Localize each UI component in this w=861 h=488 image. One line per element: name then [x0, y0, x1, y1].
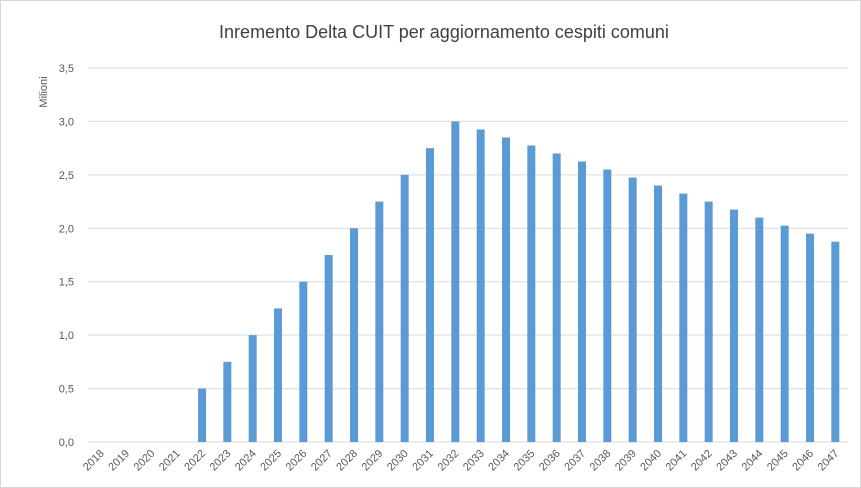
bar: [755, 217, 764, 442]
y-tick-label: 0,5: [59, 384, 74, 396]
y-tick-label: 3,0: [59, 116, 74, 128]
bar: [426, 148, 434, 442]
bar: [552, 153, 561, 442]
bar: [324, 255, 333, 442]
bar: [502, 137, 510, 442]
bar: [350, 228, 358, 442]
bar: [375, 201, 384, 442]
bar: [730, 209, 738, 442]
bar: [198, 388, 206, 442]
y-tick-label: 2,5: [59, 170, 74, 182]
bar: [704, 201, 713, 442]
y-tick-label: 2,0: [59, 223, 74, 235]
bar: [603, 169, 612, 442]
bar: [476, 129, 485, 442]
bar: [299, 281, 308, 442]
y-tick-label: 0,0: [59, 437, 74, 449]
y-tick-label: 1,0: [59, 330, 74, 342]
bar: [400, 174, 409, 442]
bar: [806, 233, 814, 442]
bar: [248, 335, 257, 442]
bar: [274, 308, 282, 442]
bar: [654, 185, 662, 443]
chart-title: Inremento Delta CUIT per aggiornamento c…: [219, 22, 669, 42]
y-axis-label: Milioni: [38, 76, 50, 107]
bar: [780, 225, 789, 442]
y-tick-label: 1,5: [59, 277, 74, 289]
bar: [223, 361, 232, 442]
bar: [527, 145, 536, 442]
bar: [628, 177, 637, 442]
bar: [831, 241, 840, 442]
bar: [451, 121, 460, 442]
y-tick-label: 3,5: [59, 63, 74, 75]
bar: [578, 161, 586, 442]
bar: [679, 193, 688, 442]
